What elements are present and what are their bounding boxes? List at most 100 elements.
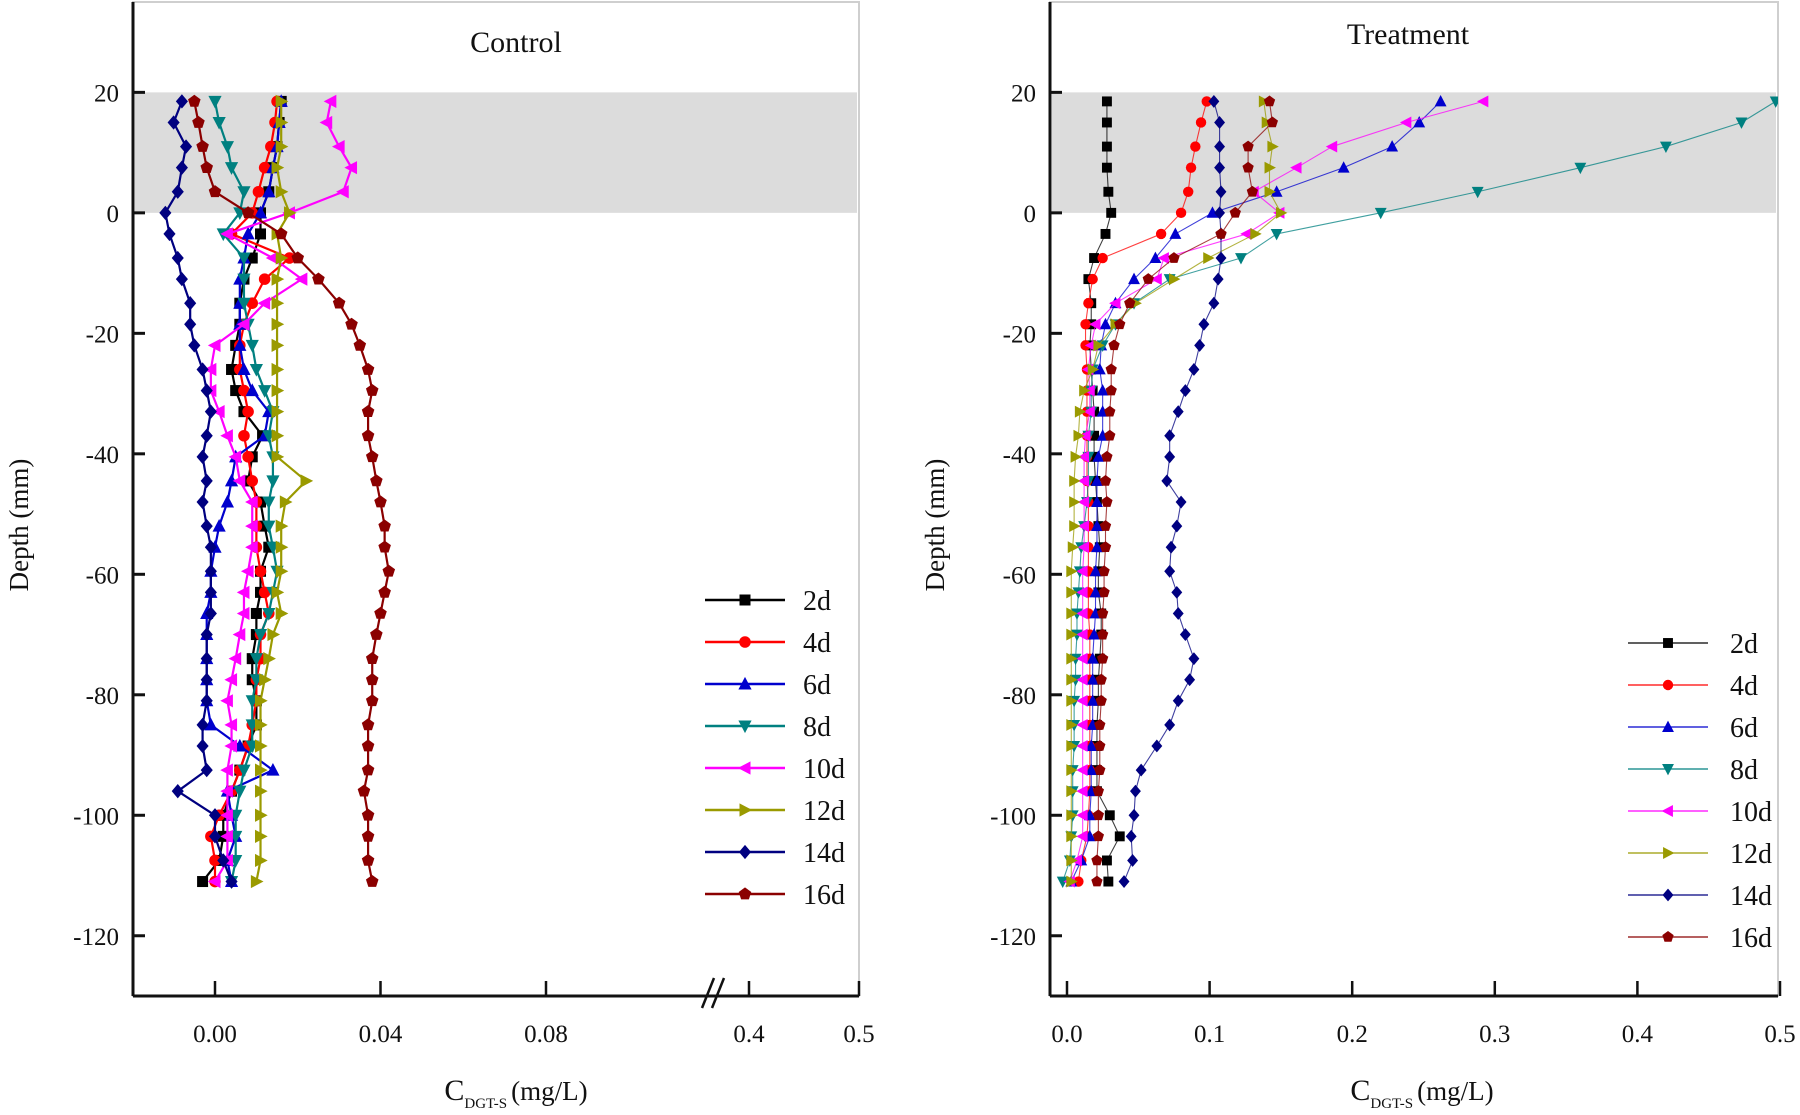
series-line-12d [1070, 101, 1282, 882]
data-point [262, 607, 276, 621]
y-tick-label: 0 [107, 201, 120, 228]
data-point [233, 338, 247, 351]
series-12d [1066, 95, 1288, 888]
data-point [1214, 116, 1226, 129]
y-tick-label: -20 [86, 321, 119, 348]
legend-label: 2d [1730, 629, 1758, 660]
data-point [1149, 251, 1162, 263]
data-point [271, 429, 285, 443]
data-point [271, 585, 285, 599]
legend-label: 2d [803, 586, 831, 617]
data-point [271, 362, 285, 377]
data-point [200, 473, 213, 489]
data-point [1097, 252, 1108, 264]
legend-item-16d: 16d [1628, 923, 1772, 954]
data-point [1142, 273, 1154, 284]
data-point [204, 564, 217, 579]
data-point [365, 450, 379, 463]
data-point [345, 317, 358, 330]
data-point [255, 853, 268, 868]
data-point [275, 115, 289, 130]
data-point [1155, 228, 1167, 240]
data-point [255, 718, 268, 732]
data-point [255, 739, 268, 753]
data-point [255, 808, 268, 822]
data-point [1118, 875, 1130, 888]
panel-title: Treatment [1347, 18, 1470, 51]
data-point [1171, 585, 1183, 599]
data-point [249, 363, 263, 377]
legend-item-14d: 14d [1628, 881, 1772, 912]
data-point [1337, 161, 1350, 173]
data-point [220, 829, 233, 843]
data-point [232, 627, 246, 642]
data-point [224, 718, 238, 732]
data-point [230, 385, 242, 397]
data-point [1215, 227, 1227, 239]
data-point [224, 162, 239, 175]
data-point [1094, 718, 1106, 730]
data-point [1104, 810, 1115, 821]
data-point [1165, 540, 1177, 554]
data-point [1091, 474, 1103, 486]
data-point [275, 519, 289, 533]
data-point [245, 383, 259, 397]
data-point [1076, 764, 1088, 777]
data-point [1085, 763, 1098, 776]
data-point [1374, 207, 1387, 220]
data-point [1179, 384, 1191, 397]
data-point [250, 607, 262, 619]
data-point [1091, 519, 1103, 532]
data-point [1127, 854, 1139, 867]
data-point [1124, 297, 1136, 309]
legend-label: 10d [1730, 797, 1772, 828]
data-point [212, 116, 226, 130]
data-point [271, 450, 285, 464]
data-point [1076, 718, 1088, 731]
data-point [361, 829, 375, 842]
data-point [1077, 496, 1090, 508]
data-point [374, 495, 387, 508]
data-point [361, 405, 375, 417]
data-point [1109, 297, 1121, 310]
x-tick-label: 0.5 [843, 1021, 874, 1048]
data-point [184, 296, 197, 311]
data-point [255, 228, 267, 240]
data-point [1208, 94, 1220, 108]
data-point [370, 474, 383, 487]
data-point [220, 227, 233, 241]
data-point [1235, 253, 1247, 265]
data-point [237, 764, 251, 778]
data-point [1095, 673, 1107, 685]
data-point [1087, 363, 1100, 376]
data-point [233, 785, 247, 799]
x-axis-title-sub: DGT-S [1370, 1096, 1413, 1112]
x-tick-label: 0.4 [733, 1021, 765, 1048]
legend-marker [738, 887, 752, 900]
legend-label: 10d [803, 754, 845, 785]
data-point [279, 495, 293, 509]
data-point [1215, 185, 1227, 199]
data-point [196, 362, 209, 377]
x-tick-label: 0.00 [193, 1021, 237, 1048]
legend-item-8d: 8d [705, 712, 831, 743]
data-point [208, 829, 222, 844]
data-point [1066, 830, 1078, 843]
data-point [1735, 117, 1748, 129]
y-tick-label: -80 [86, 683, 119, 710]
data-point [361, 739, 375, 752]
x-axis-title-unit: (mg/L) [511, 1076, 587, 1106]
data-point [1066, 809, 1078, 822]
data-point [1097, 628, 1109, 640]
data-point [382, 564, 396, 577]
data-point [175, 94, 188, 109]
data-point [266, 762, 280, 776]
data-point [253, 205, 268, 219]
data-point [1067, 541, 1080, 554]
data-point [1476, 95, 1489, 108]
data-point [1076, 694, 1088, 707]
data-point [184, 317, 197, 332]
y-tick-label: 0 [1024, 201, 1037, 228]
data-point [1099, 541, 1112, 552]
data-point [1095, 694, 1107, 706]
